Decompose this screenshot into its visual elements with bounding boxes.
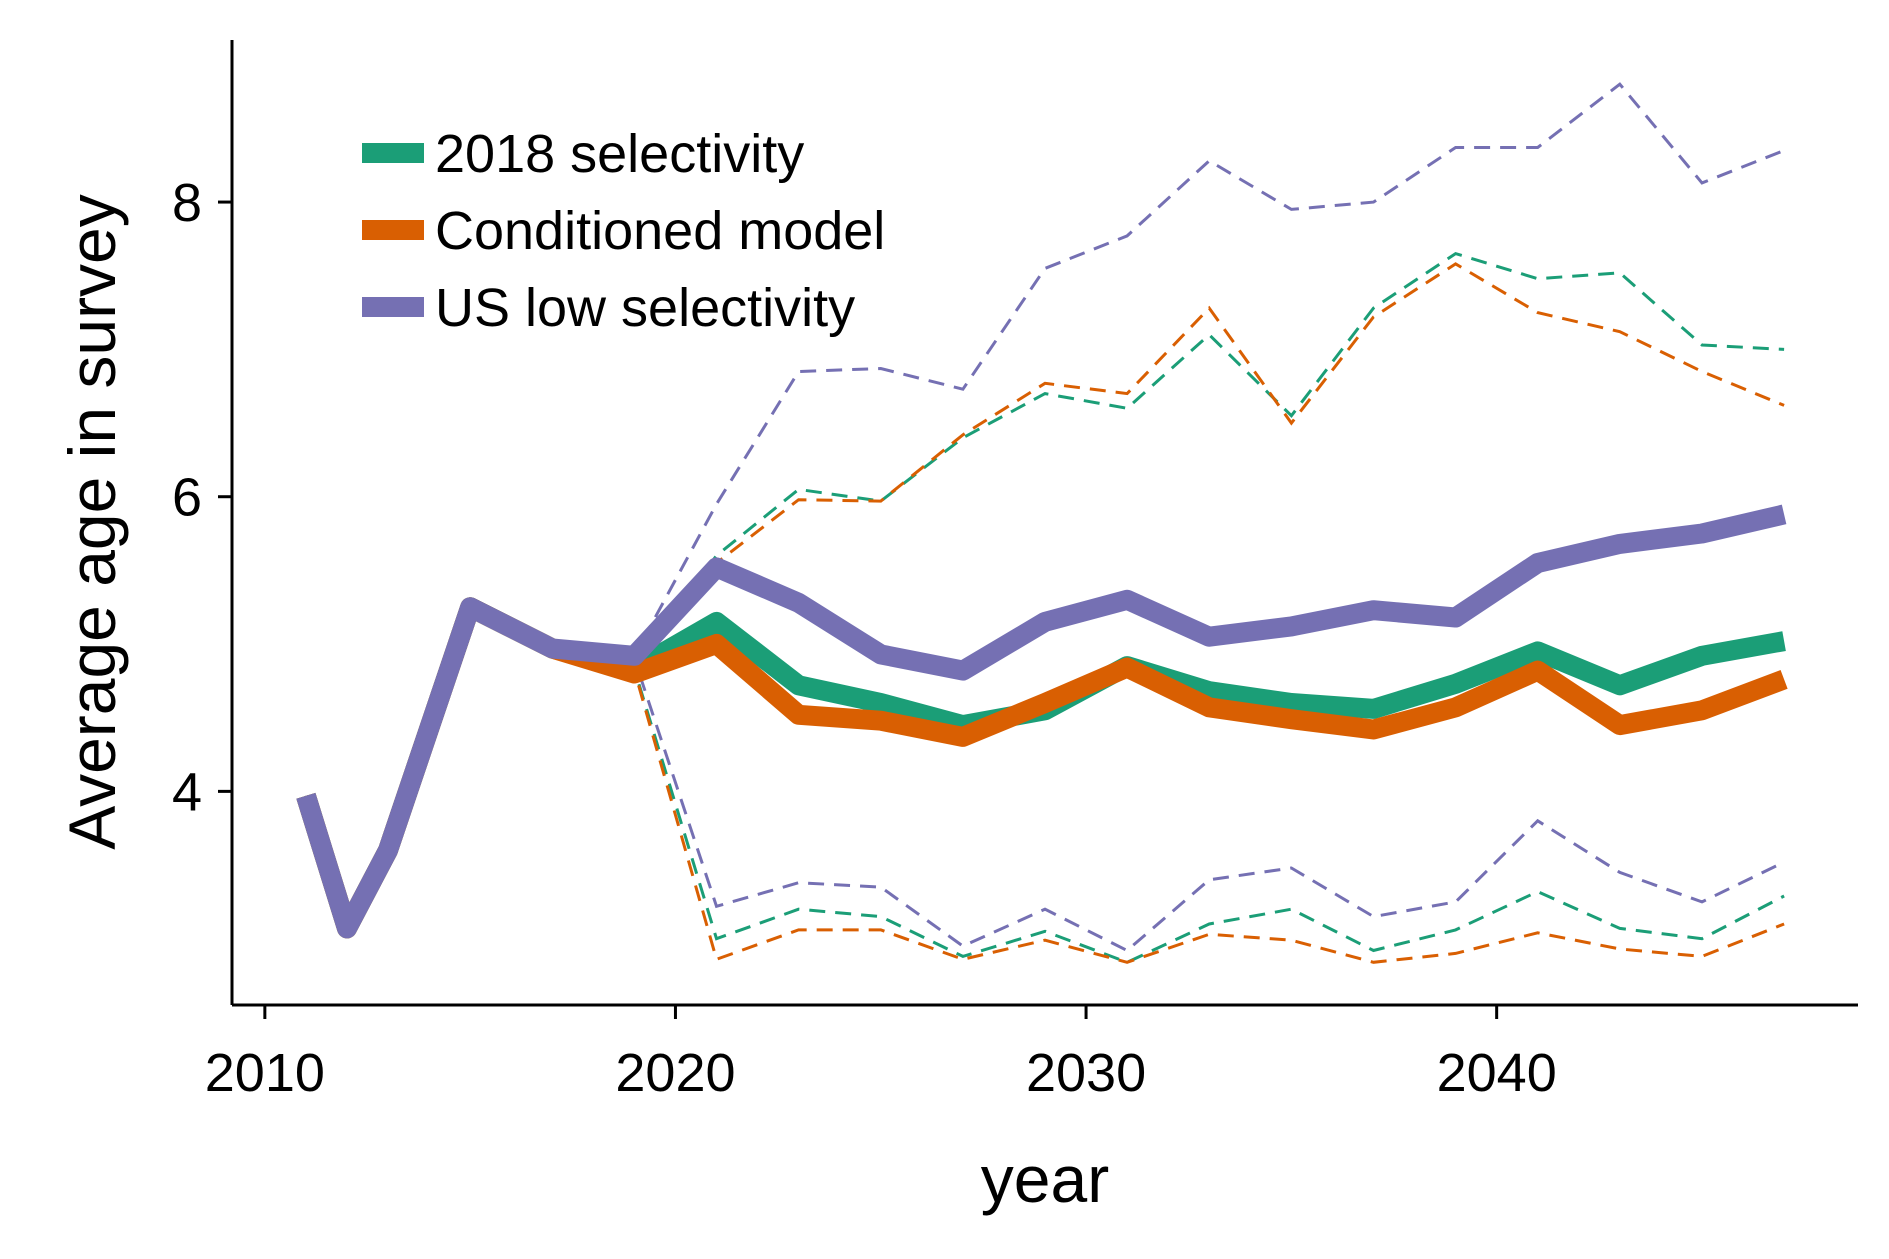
x-tick-label: 2010 <box>205 1043 325 1103</box>
x-tick-label: 2040 <box>1437 1043 1557 1103</box>
series-conditioned-model-upper-line <box>304 262 1785 933</box>
series-us-low-selectivity-median-line <box>296 504 1787 939</box>
y-tick-label: 6 <box>172 468 202 528</box>
x-ticks: 2010 2020 2030 2040 <box>205 1005 1557 1103</box>
legend: 2018 selectivity Conditioned model US low … <box>362 124 885 338</box>
legend-label-conditioned-model: Conditioned model <box>435 201 885 261</box>
y-tick-label: 4 <box>172 762 202 822</box>
plot-lines <box>296 82 1788 964</box>
x-tick-label: 2030 <box>1026 1043 1146 1103</box>
y-axis-title: Average age in survey <box>55 194 129 850</box>
series-2018-selectivity-upper-line <box>304 251 1785 933</box>
y-ticks: 4 6 8 <box>172 173 232 822</box>
series-2018-selectivity-median-line <box>296 597 1786 939</box>
x-tick-label: 2020 <box>615 1043 735 1103</box>
x-axis-title: year <box>981 1142 1109 1216</box>
legend-label-us-low-selectivity: US low selectivity <box>435 278 855 338</box>
legend-label-2018-selectivity: 2018 selectivity <box>435 124 804 184</box>
y-tick-label: 8 <box>172 173 202 233</box>
